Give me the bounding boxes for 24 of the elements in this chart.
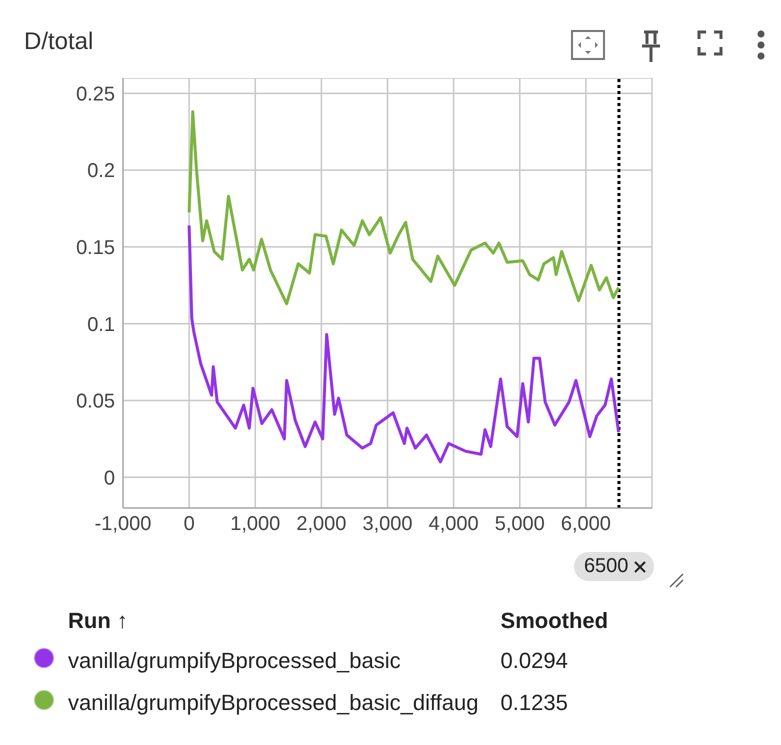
x-tick-label: 2,000 <box>296 513 346 536</box>
y-tick-label: 0.15 <box>76 237 115 260</box>
ref-line-label: 6500 <box>584 555 628 578</box>
x-tick-label: 3,000 <box>362 513 413 536</box>
x-tick-label: 6,000 <box>560 513 611 536</box>
y-tick-label: 0.05 <box>76 390 115 413</box>
x-tick-label: 4,000 <box>428 513 479 536</box>
x-tick-label: 1,000 <box>230 513 280 536</box>
chart-title: D/total <box>23 27 94 57</box>
x-tick-label: -1,000 <box>94 513 152 536</box>
text: 0.0294 <box>500 647 569 675</box>
text: Run ↑ <box>67 607 129 635</box>
y-tick-label: 0.25 <box>76 83 115 106</box>
y-tick-label: 0 <box>104 467 115 490</box>
legend-label: vanilla/grumpifyBprocessed_basic <box>67 647 402 675</box>
text: 0.1235 <box>500 689 569 717</box>
y-tick-label: 0.2 <box>87 160 115 182</box>
legend-label: vanilla/grumpifyBprocessed_basic_diffaug <box>67 689 480 717</box>
line-series <box>188 110 620 306</box>
text: Smoothed <box>500 607 610 635</box>
x-tick-label: 5,000 <box>494 513 545 536</box>
line-series <box>188 224 620 464</box>
y-tick-label: 0.1 <box>87 314 115 336</box>
x-tick-label: 0 <box>184 513 195 536</box>
